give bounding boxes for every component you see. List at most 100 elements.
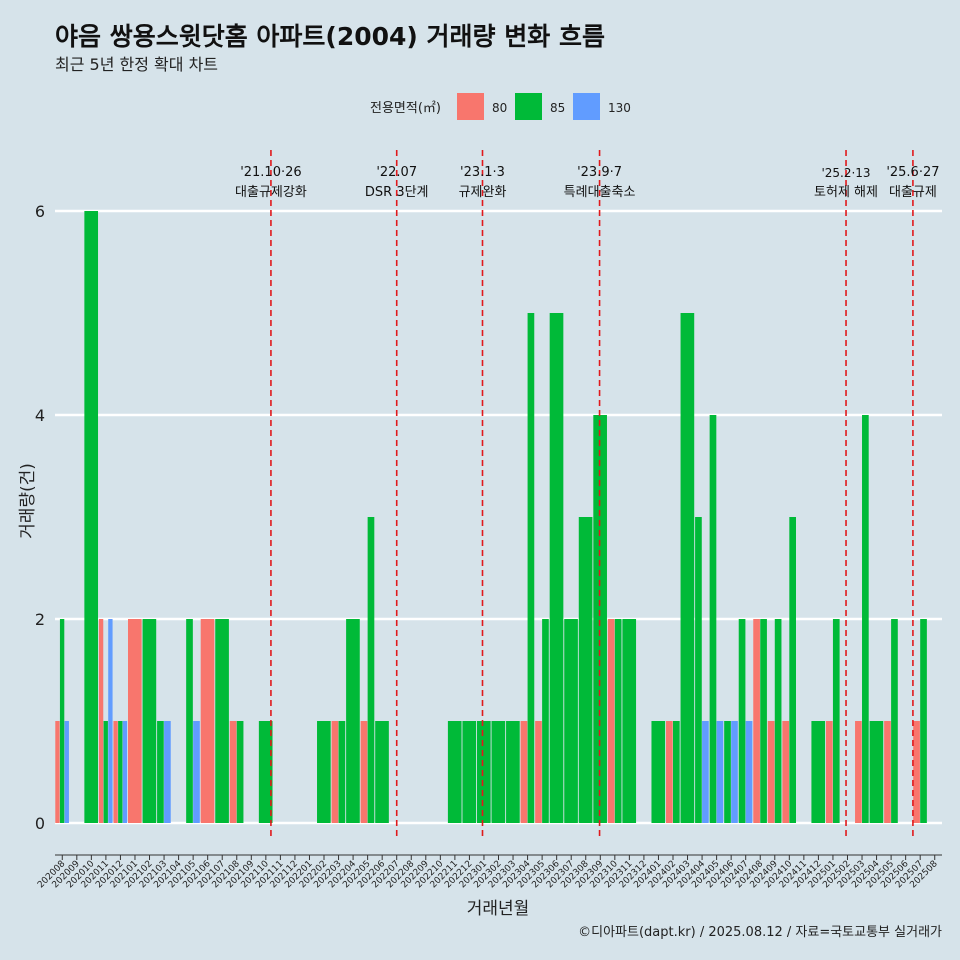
bar-85-202212 xyxy=(462,721,477,823)
bar-80-202310 xyxy=(607,619,615,823)
chart-subtitle: 최근 5년 한정 확대 차트 xyxy=(55,55,218,74)
bar-85-202503 xyxy=(862,415,869,823)
bar-85-202305 xyxy=(542,619,549,823)
bar-85-202108 xyxy=(236,721,244,823)
bar-85-202301 xyxy=(476,721,491,823)
bar-85-202404 xyxy=(695,517,702,823)
bar-85-202302 xyxy=(491,721,506,823)
bar-85-202008 xyxy=(59,619,65,823)
bar-80-202203 xyxy=(331,721,339,823)
bar-80-202503 xyxy=(855,721,862,823)
bar-80-202505 xyxy=(884,721,891,823)
legend-label-130: 130 xyxy=(608,101,631,115)
bar-85-202410 xyxy=(789,517,796,823)
event-date-label: '23.9·7 xyxy=(577,165,622,180)
bar-80-202012 xyxy=(113,721,118,823)
bar-85-202110 xyxy=(258,721,273,823)
legend-title: 전용면적(㎡) xyxy=(370,101,441,116)
bar-85-202310 xyxy=(614,619,622,823)
bar-80-202402 xyxy=(666,721,673,823)
bar-85-202105 xyxy=(186,619,193,823)
bar-85-202505 xyxy=(891,619,898,823)
bar-85-202107 xyxy=(215,619,229,823)
bar-85-202205 xyxy=(367,517,375,823)
legend-swatch-85 xyxy=(515,93,542,120)
legend-label-80: 80 xyxy=(492,101,507,115)
bar-80-202106 xyxy=(200,619,215,823)
event-lines: '21.10·26 대출규제강화 '22.07 DSR 3단계 '23.1·3 규제완화 '… xyxy=(235,150,940,840)
event-name-label: 대출규제 xyxy=(889,185,937,200)
bar-85-202504 xyxy=(869,721,884,823)
bar-80-202008 xyxy=(55,721,60,823)
bar-85-202309 xyxy=(593,415,607,823)
y-axis-title: 거래량(건) xyxy=(18,463,38,539)
bar-85-202408 xyxy=(760,619,767,823)
bar-85-202401 xyxy=(651,721,666,823)
bar-130-202105 xyxy=(193,721,200,823)
bar-85-202304 xyxy=(527,313,535,823)
bar-80-202108 xyxy=(229,721,237,823)
bar-85-202311 xyxy=(622,619,637,823)
bar-85-202010 xyxy=(84,211,99,823)
bar-130-202103 xyxy=(164,721,171,823)
bar-85-202307 xyxy=(564,619,578,823)
bar-80-202101 xyxy=(128,619,142,823)
event-name-label: 대출규제강화 xyxy=(235,185,307,200)
event-date-label: '23.1·3 xyxy=(460,165,505,180)
bar-85-202204 xyxy=(346,619,360,823)
x-axis-title: 거래년월 xyxy=(467,899,530,919)
bar-80-202305 xyxy=(535,721,542,823)
bar-130-202404 xyxy=(702,721,709,823)
legend-swatch-80 xyxy=(457,93,484,120)
bar-85-202402 xyxy=(672,721,680,823)
bar-80-202410 xyxy=(782,721,790,823)
legend: 전용면적(㎡) 80 85 130 xyxy=(370,93,631,120)
legend-label-85: 85 xyxy=(550,101,565,115)
bar-85-202103 xyxy=(157,721,164,823)
event-date-label: '25.6·27 xyxy=(886,165,939,180)
bar-85-202507 xyxy=(920,619,927,823)
bar-85-202206 xyxy=(375,721,389,823)
bar-85-202407 xyxy=(738,619,746,823)
bar-85-202406 xyxy=(724,721,731,823)
x-axis: 2020082020092020102020112020122021012021… xyxy=(36,854,942,890)
bar-85-202102 xyxy=(142,619,157,823)
bar-85-202303 xyxy=(506,721,520,823)
bar-80-202205 xyxy=(360,721,368,823)
bar-130-202407 xyxy=(745,721,753,823)
bars xyxy=(55,211,927,823)
bar-85-202405 xyxy=(709,415,717,823)
y-tick-label: 2 xyxy=(35,610,45,629)
event-date-label: '21.10·26 xyxy=(240,165,301,180)
event-date-label: '22.07 xyxy=(376,165,417,180)
bar-85-202011 xyxy=(103,721,108,823)
bar-130-202011 xyxy=(108,619,113,823)
bar-80-202408 xyxy=(753,619,760,823)
y-tick-label: 4 xyxy=(35,406,45,425)
event-name-label: 규제완화 xyxy=(459,185,507,200)
y-tick-label: 6 xyxy=(35,202,45,221)
bar-80-202304 xyxy=(520,721,528,823)
bar-80-202507 xyxy=(913,721,920,823)
bar-130-202012 xyxy=(122,721,128,823)
bar-85-202012 xyxy=(118,721,123,823)
bar-130-202405 xyxy=(716,721,724,823)
event-date-label: '25.2·13 xyxy=(821,166,870,180)
chart-title: 야음 쌍용스윗닷홈 아파트(2004) 거래량 변화 흐름 xyxy=(55,22,605,51)
bar-85-202409 xyxy=(774,619,782,823)
bar-85-202501 xyxy=(832,619,840,823)
bar-85-202403 xyxy=(680,313,695,823)
bar-85-202308 xyxy=(578,517,593,823)
bar-85-202202 xyxy=(317,721,331,823)
legend-swatch-130 xyxy=(573,93,600,120)
y-tick-label: 0 xyxy=(35,814,45,833)
event-name-label: DSR 3단계 xyxy=(365,185,429,200)
bar-80-202501 xyxy=(825,721,833,823)
source-caption: ©디아파트(dapt.kr) / 2025.08.12 / 자료=국토교통부 실… xyxy=(578,925,942,940)
bar-85-202211 xyxy=(447,721,462,823)
event-name-label: 토허제 해제 xyxy=(814,185,878,200)
bar-85-202412 xyxy=(811,721,826,823)
bar-85-202203 xyxy=(338,721,346,823)
bar-80-202409 xyxy=(767,721,775,823)
